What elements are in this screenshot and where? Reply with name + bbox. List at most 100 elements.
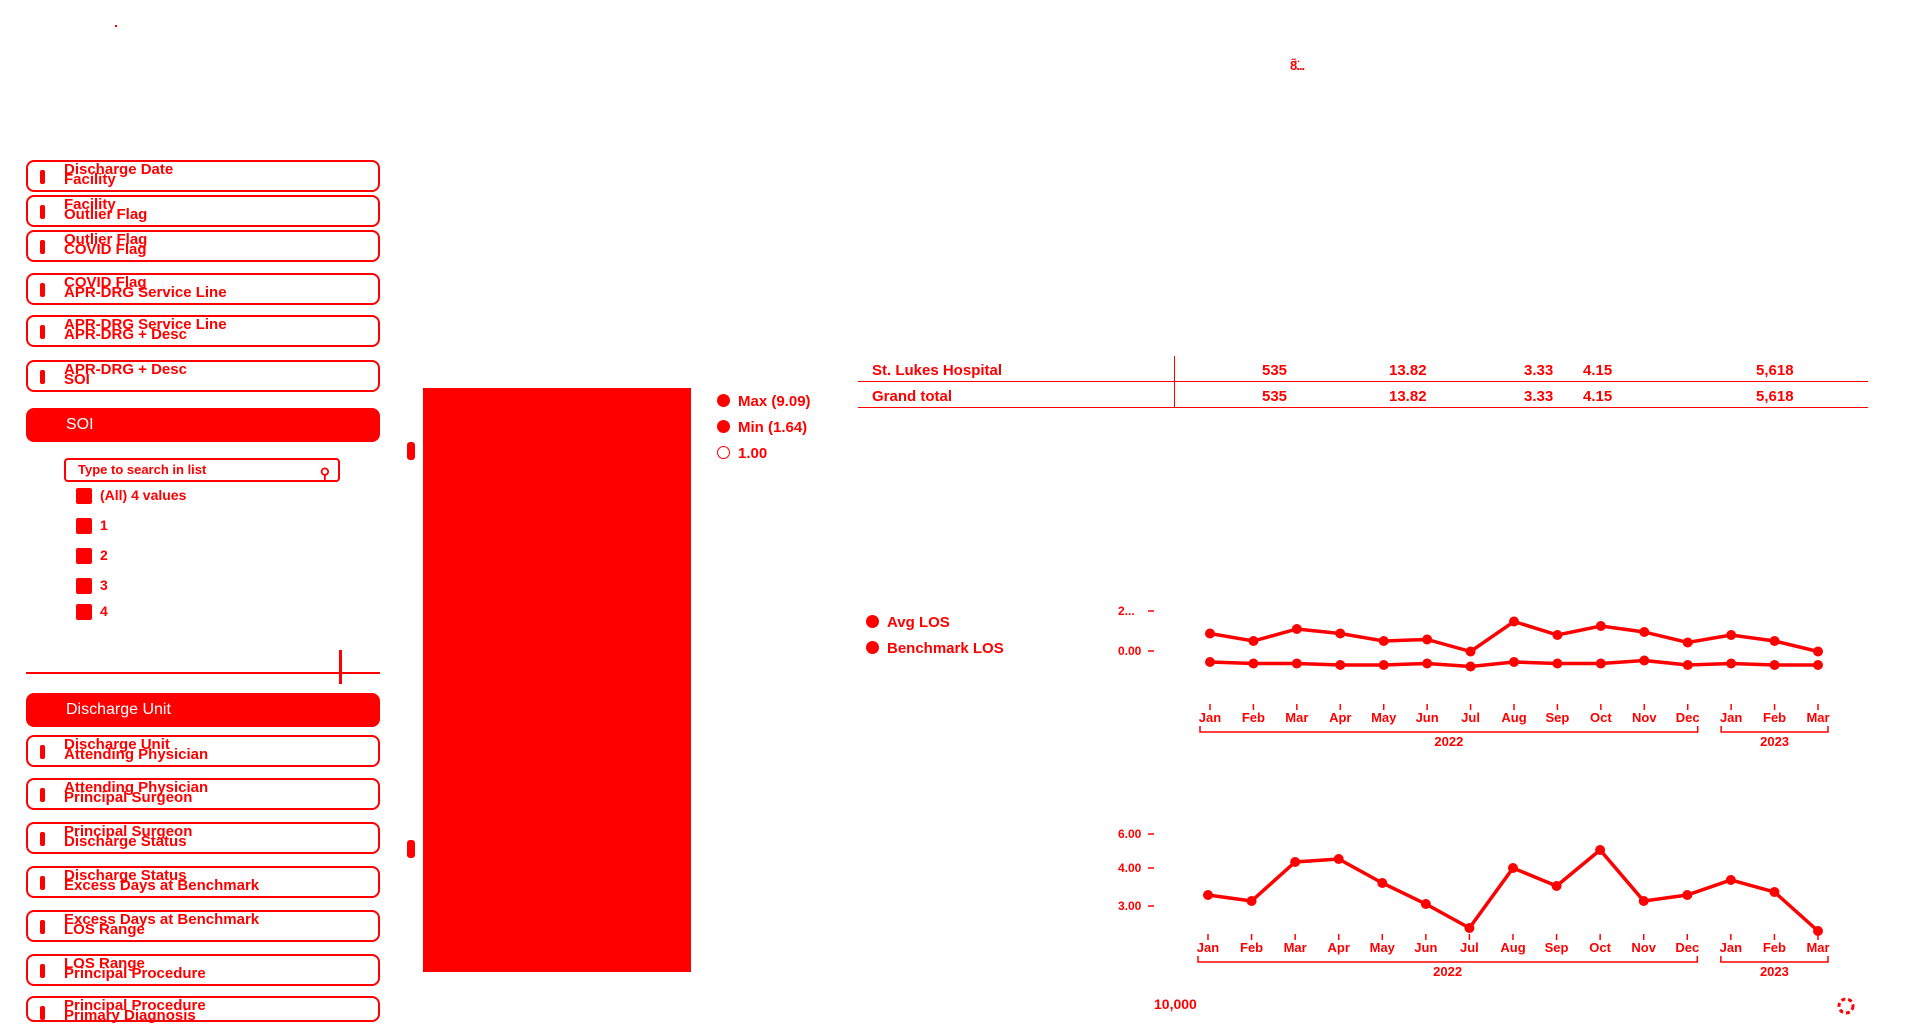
filter-button[interactable]: Discharge Date Facility	[26, 160, 380, 192]
data-point[interactable]	[1248, 636, 1259, 646]
filter-button[interactable]: Discharge Unit Attending Physician	[26, 735, 380, 767]
data-point[interactable]	[1726, 658, 1737, 669]
data-point[interactable]	[1378, 636, 1389, 646]
data-point[interactable]	[1595, 845, 1606, 855]
data-point[interactable]	[1682, 660, 1693, 670]
x-tick-label: Sep	[1546, 710, 1570, 725]
data-point[interactable]	[1420, 899, 1431, 909]
data-point[interactable]	[1813, 660, 1823, 670]
discharge-unit-header[interactable]: Discharge Unit	[26, 693, 380, 727]
x-tick-label: Aug	[1501, 710, 1526, 725]
data-point[interactable]	[1639, 655, 1650, 666]
filter-button[interactable]: Facility Outlier Flag	[26, 195, 380, 227]
filter-button[interactable]: Attending Physician Principal Surgeon	[26, 778, 380, 810]
filter-button[interactable]: COVID Flag APR-DRG Service Line	[26, 273, 380, 305]
chevron-right-icon	[40, 876, 45, 890]
data-point[interactable]	[1813, 926, 1823, 936]
data-point[interactable]	[1205, 657, 1215, 667]
x-tick-label: Jun	[1416, 710, 1439, 725]
filter-button[interactable]: Principal Procedure Primary Diagnosis	[26, 996, 380, 1023]
data-point[interactable]	[1335, 660, 1346, 670]
data-point[interactable]	[1769, 636, 1780, 646]
data-point[interactable]	[1638, 896, 1649, 906]
data-point[interactable]	[1422, 658, 1433, 669]
checkbox[interactable]	[76, 488, 92, 504]
data-point[interactable]	[1769, 660, 1780, 670]
x-tick-label: Jan	[1199, 710, 1221, 725]
soi-filter-header[interactable]: SOI	[26, 408, 380, 442]
legend-dot-icon	[866, 641, 879, 655]
data-point[interactable]	[1290, 857, 1301, 867]
data-point[interactable]	[1552, 658, 1563, 669]
x-tick-label: Dec	[1675, 940, 1699, 955]
x-tick-label: Sep	[1545, 940, 1569, 955]
data-point[interactable]	[1813, 646, 1823, 657]
data-point[interactable]	[1377, 878, 1388, 888]
filter-label: Outlier Flag	[64, 231, 148, 248]
chevron-right-icon	[40, 283, 45, 297]
y-tick-label: 4.00	[1118, 861, 1142, 875]
legend-hollow-dot-icon	[717, 446, 730, 460]
data-point[interactable]	[1333, 854, 1344, 864]
data-point[interactable]	[1726, 630, 1737, 640]
x-tick-label: Aug	[1500, 940, 1525, 955]
data-point[interactable]	[1422, 634, 1433, 645]
filter-button[interactable]: Outlier Flag COVID Flag	[26, 230, 380, 262]
checkbox[interactable]	[76, 578, 92, 594]
data-point[interactable]	[1682, 637, 1693, 648]
data-point[interactable]	[1595, 621, 1606, 631]
search-input[interactable]: Type to search in list ⚲	[64, 458, 340, 482]
chevron-right-icon	[40, 964, 45, 978]
filter-label-next: Outlier Flag	[64, 206, 148, 223]
filter-label: APR-DRG + Desc	[64, 361, 187, 378]
filter-label: Excess Days at Benchmark	[64, 911, 260, 928]
data-point[interactable]	[1551, 881, 1562, 891]
filter-button[interactable]: LOS Range Principal Procedure	[26, 954, 380, 986]
data-point[interactable]	[1465, 646, 1476, 657]
chevron-right-icon	[40, 745, 45, 759]
x-tick-label: Jan	[1720, 710, 1742, 725]
filter-label-next: SOI	[64, 371, 90, 388]
data-point[interactable]	[1639, 627, 1650, 637]
data-point[interactable]	[1291, 658, 1302, 669]
filter-button[interactable]: APR-DRG Service Line APR-DRG + Desc	[26, 315, 380, 347]
data-point[interactable]	[1378, 660, 1389, 670]
data-point[interactable]	[1769, 887, 1780, 897]
data-point[interactable]	[1725, 875, 1736, 885]
search-placeholder: Type to search in list	[78, 462, 207, 477]
chevron-right-icon	[40, 920, 45, 934]
chevron-right-icon	[40, 832, 45, 846]
checkbox[interactable]	[76, 604, 92, 620]
scroll-indicator[interactable]	[339, 650, 342, 684]
data-point[interactable]	[1508, 863, 1518, 873]
filter-button[interactable]: Excess Days at Benchmark LOS Range	[26, 910, 380, 942]
data-point[interactable]	[1205, 628, 1215, 639]
data-point[interactable]	[1246, 896, 1257, 906]
data-point[interactable]	[1248, 658, 1259, 669]
checkbox[interactable]	[76, 518, 92, 534]
filter-button[interactable]: Discharge Status Excess Days at Benchmark	[26, 866, 380, 898]
legend-dot-icon	[717, 420, 730, 434]
filter-button[interactable]: APR-DRG + Desc SOI	[26, 360, 380, 392]
data-point[interactable]	[1291, 624, 1302, 634]
x-tick-label: Feb	[1763, 710, 1786, 725]
checkbox[interactable]	[76, 548, 92, 564]
data-point[interactable]	[1595, 658, 1606, 669]
data-point[interactable]	[1203, 890, 1213, 900]
data-point[interactable]	[1465, 661, 1476, 672]
data-point[interactable]	[1509, 657, 1519, 667]
filter-button[interactable]: Principal Surgeon Discharge Status	[26, 822, 380, 854]
range-handle-top[interactable]	[407, 442, 415, 460]
x-tick-label: May	[1371, 710, 1397, 725]
data-point[interactable]	[1509, 616, 1519, 627]
chevron-right-icon	[40, 788, 45, 802]
search-icon: ⚲	[319, 465, 330, 481]
range-handle-bottom[interactable]	[407, 840, 415, 858]
data-point[interactable]	[1335, 628, 1346, 639]
data-point[interactable]	[1552, 630, 1563, 640]
filter-label: Discharge Date	[64, 161, 174, 178]
data-point[interactable]	[1464, 923, 1475, 933]
filter-label-next: APR-DRG + Desc	[64, 326, 187, 343]
data-point[interactable]	[1682, 890, 1693, 900]
filter-label: Principal Procedure	[64, 997, 206, 1014]
